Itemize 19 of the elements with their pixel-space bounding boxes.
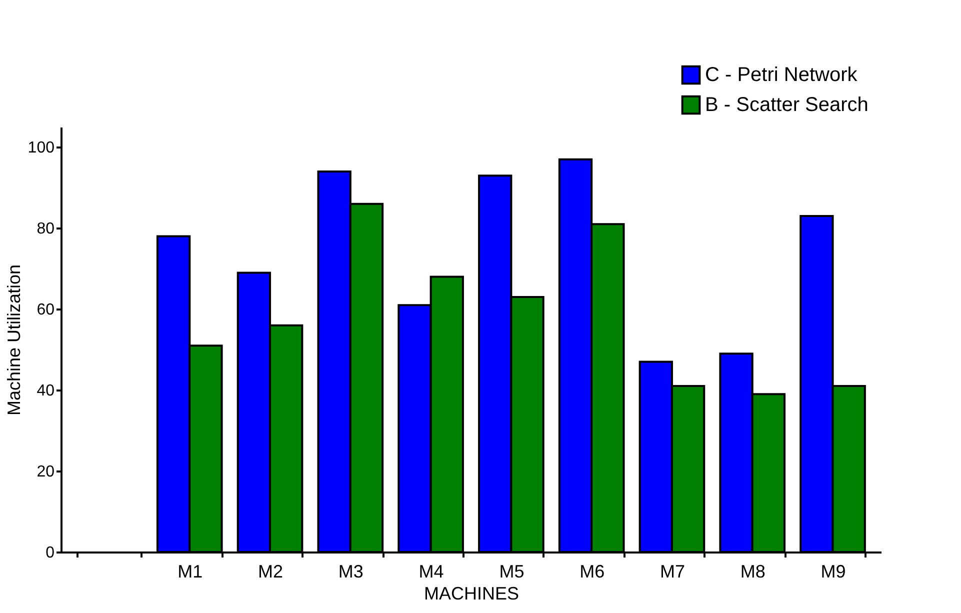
y-tick-label: 40: [36, 382, 55, 400]
x-tick-label: M2: [258, 562, 284, 582]
x-tick-label: M1: [178, 562, 203, 582]
x-tick-label: M3: [338, 562, 364, 582]
y-tick-label: 80: [36, 220, 55, 238]
y-tick-label: 20: [36, 464, 55, 481]
x-tick-label: M5: [499, 562, 524, 582]
x-tick-label: M8: [740, 562, 766, 582]
legend-label: C - Petri Network: [705, 64, 858, 86]
x-axis-title: MACHINES: [424, 584, 520, 604]
y-tick-label: 60: [36, 302, 55, 319]
x-tick-label: M6: [580, 562, 605, 582]
x-tick-label: M9: [820, 562, 846, 582]
y-tick-label: 100: [28, 140, 55, 157]
x-tick-label: M7: [660, 562, 685, 582]
x-tick-label: M4: [418, 562, 444, 582]
y-axis-title: Machine Utilization: [4, 264, 24, 416]
y-tick-label: 0: [46, 544, 55, 562]
legend-label: B - Scatter Search: [705, 94, 868, 116]
